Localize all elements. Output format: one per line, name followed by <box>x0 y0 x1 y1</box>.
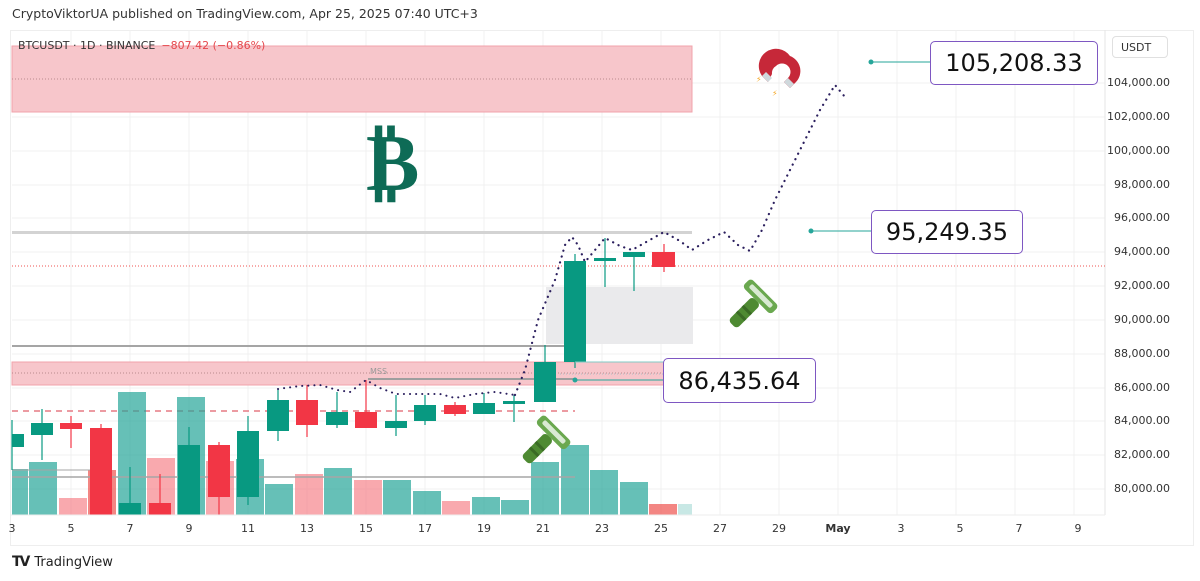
tradingview-logo-icon: TV <box>12 554 30 570</box>
currency-selector[interactable]: USDT <box>1112 36 1168 58</box>
callout-target-mid[interactable]: 95,249.35 <box>871 210 1023 254</box>
price-change: −807.42 (−0.86%) <box>161 39 266 52</box>
time-tick: 27 <box>713 522 727 535</box>
symbol-legend[interactable]: BTCUSDT · 1D · BINANCE −807.42 (−0.86%) <box>18 39 265 52</box>
razor-icon <box>729 279 778 328</box>
price-tick: 94,000.00 <box>1114 245 1170 258</box>
price-tick: 98,000.00 <box>1114 178 1170 191</box>
mss-label: MSS <box>370 367 387 376</box>
symbol-ticker: BTCUSDT · 1D · BINANCE <box>18 39 156 52</box>
time-tick: 3 <box>8 522 16 535</box>
time-tick: 7 <box>1015 522 1023 535</box>
price-tick: 92,000.00 <box>1114 279 1170 292</box>
bitcoin-icon: ₿ <box>366 115 420 209</box>
time-tick: 5 <box>67 522 75 535</box>
price-tick: 102,000.00 <box>1107 110 1170 123</box>
price-tick: 100,000.00 <box>1107 144 1170 157</box>
time-tick: 29 <box>772 522 786 535</box>
tradingview-brand: TradingView <box>34 554 113 570</box>
time-tick: 9 <box>1074 522 1082 535</box>
price-tick: 82,000.00 <box>1114 448 1170 461</box>
publisher-line: CryptoViktorUA published on TradingView.… <box>12 6 478 21</box>
projection-path <box>513 83 847 397</box>
time-tick: 21 <box>536 522 550 535</box>
svg-text:⚡: ⚡ <box>772 89 778 98</box>
price-tick: 90,000.00 <box>1114 313 1170 326</box>
price-tick: 86,000.00 <box>1114 381 1170 394</box>
time-tick: 5 <box>956 522 964 535</box>
svg-text:⚡: ⚡ <box>756 75 762 84</box>
time-tick: 9 <box>185 522 193 535</box>
grid <box>12 30 1106 515</box>
price-tick: 104,000.00 <box>1107 76 1170 89</box>
callout-level-low[interactable]: 86,435.64 <box>663 358 816 403</box>
time-tick: 3 <box>897 522 905 535</box>
price-tick: 96,000.00 <box>1114 211 1170 224</box>
time-tick: 17 <box>418 522 432 535</box>
candles <box>11 238 675 515</box>
price-tick: 88,000.00 <box>1114 347 1170 360</box>
price-tick: 80,000.00 <box>1114 482 1170 495</box>
supply-zone-top <box>11 45 693 113</box>
callout-target-high[interactable]: 105,208.33 <box>930 41 1098 85</box>
time-tick: 23 <box>595 522 609 535</box>
time-tick: 25 <box>654 522 668 535</box>
time-tick: 11 <box>241 522 255 535</box>
price-tick: 84,000.00 <box>1114 414 1170 427</box>
magnet-icon: ⚡ ⚡ <box>756 48 801 98</box>
time-tick: 7 <box>126 522 134 535</box>
time-tick-month: May <box>825 522 851 535</box>
time-tick: 15 <box>359 522 373 535</box>
razor-icon-small <box>522 415 571 464</box>
tradingview-footer[interactable]: TV TradingView <box>12 554 113 570</box>
time-tick: 13 <box>300 522 314 535</box>
time-tick: 19 <box>477 522 491 535</box>
resistance-line <box>12 231 692 234</box>
